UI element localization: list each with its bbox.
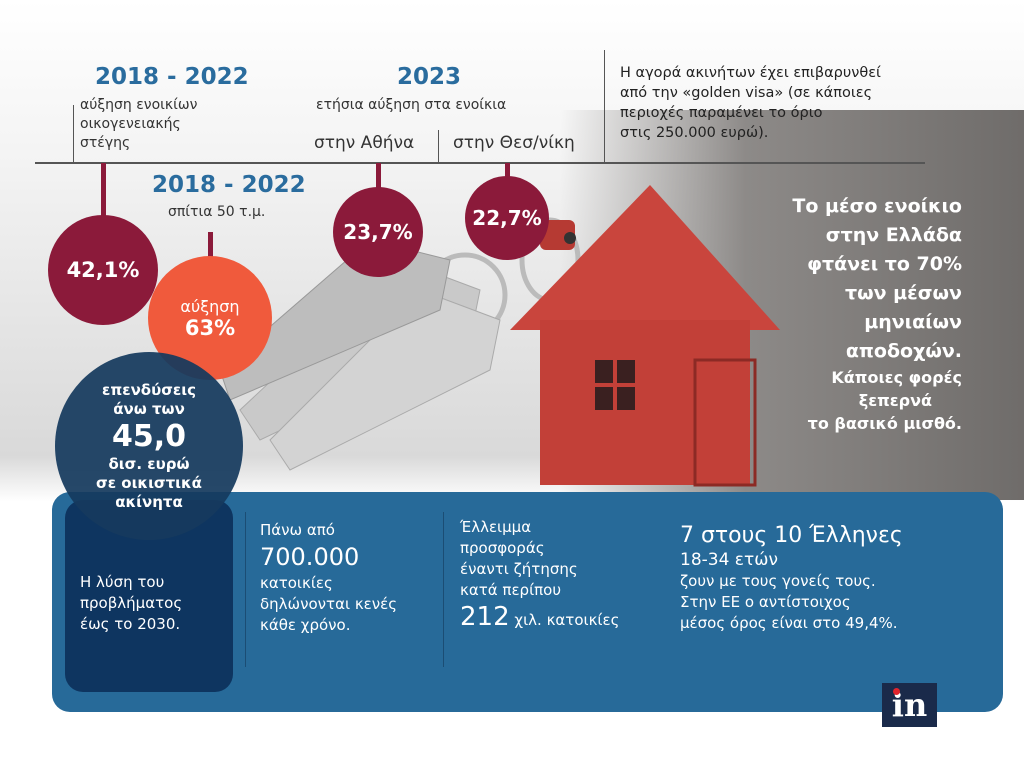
stem <box>376 163 381 190</box>
increase-value: 63% <box>184 315 236 340</box>
keys-icon <box>220 217 581 471</box>
stem <box>505 163 510 179</box>
divider <box>245 512 246 667</box>
deficit-unit: χιλ. κατοικίες <box>514 611 620 629</box>
deficit-value: 212 <box>460 602 510 632</box>
label-line: στέγης <box>80 135 131 151</box>
logo-dot <box>893 688 900 695</box>
investment-value: 45,0 <box>111 418 187 454</box>
vacant-homes: Πάνω από 700.000 κατοικίες δηλώνονται κε… <box>260 520 397 636</box>
headline-sub-line: το βασικό μισθό. <box>807 414 962 433</box>
note-line: από την «golden visa» (σε κάποιες <box>620 85 873 101</box>
in-logo: in <box>882 683 937 727</box>
headline-line: Το μέσο ενοίκιο <box>792 195 962 217</box>
text-line: προβλήματος <box>80 594 183 612</box>
divider <box>73 105 74 163</box>
investment-line: δισ. ευρώ <box>108 454 190 473</box>
headline-line: στην Ελλάδα <box>825 224 962 246</box>
text-line: έναντι ζήτησης <box>460 560 578 578</box>
label-line: αύξηση ενοικίων <box>80 97 198 113</box>
headline-line: μηνιαίων <box>864 311 962 333</box>
headline-sub-line: Κάποιες φορές <box>831 368 962 387</box>
note-line: περιοχές παραμένει το όριο <box>620 105 823 121</box>
vacant-value: 700.000 <box>260 543 360 571</box>
athens-circle: 23,7% <box>333 187 423 277</box>
investment-line: επενδύσεις <box>102 380 196 399</box>
text-line: κάθε χρόνο. <box>260 616 351 634</box>
solution-text: Η λύση του προβλήματος έως το 2030. <box>80 572 182 635</box>
stem <box>101 163 106 218</box>
note-line: Η αγορά ακινήτων έχει επιβαρυνθεί <box>620 65 881 81</box>
text-line: Έλλειμμα <box>460 518 532 536</box>
thessaloniki-label: στην Θεσ/νίκη <box>453 133 575 153</box>
text-line: κατά περίπου <box>460 581 562 599</box>
text-line: έως το 2030. <box>80 615 181 633</box>
increase-label: αύξηση <box>180 296 240 316</box>
text-line: κατοικίες <box>260 574 333 592</box>
housing-deficit: Έλλειμμα προσφοράς έναντι ζήτησης κατά π… <box>460 517 619 631</box>
youth-title: 7 στους 10 Έλληνες <box>680 523 903 548</box>
headline-line: αποδοχών. <box>845 340 962 362</box>
athens-label: στην Αθήνα <box>314 133 415 153</box>
thessaloniki-circle: 22,7% <box>465 176 549 260</box>
text-line: ζουν με τους γονείς τους. <box>680 572 876 590</box>
note-line: στις 250.000 ευρώ). <box>620 125 769 141</box>
family-rent-label: αύξηση ενοικίων οικογενειακής στέγης <box>80 96 197 153</box>
investment-line: άνω των <box>113 399 185 418</box>
text-line: προσφοράς <box>460 539 545 557</box>
stem <box>208 232 213 257</box>
text-line: Στην ΕΕ ο αντίστοιχος <box>680 593 851 611</box>
headline-line: των μέσων <box>844 282 962 304</box>
youth-stat: 7 στους 10 Έλληνες 18-34 ετών ζουν με το… <box>680 522 903 634</box>
investment-line: ακίνητα <box>115 492 183 511</box>
youth-age: 18-34 ετών <box>680 550 778 570</box>
text-line: δηλώνονται κενές <box>260 595 398 613</box>
investment-circle: επενδύσεις άνω των 45,0 δισ. ευρώ σε οικ… <box>55 352 243 540</box>
house-keys-illustration <box>220 185 780 487</box>
golden-visa-note: Η αγορά ακινήτων έχει επιβαρυνθεί από τη… <box>620 63 881 143</box>
text-line: Η λύση του <box>80 573 165 591</box>
year-heading: 2023 <box>397 64 462 90</box>
house-icon <box>510 185 780 487</box>
text-line: μέσος όρος είναι στο 49,4%. <box>680 614 898 632</box>
divider <box>438 130 439 163</box>
headline-line: φτάνει το 70% <box>807 253 962 275</box>
headline: Το μέσο ενοίκιο στην Ελλάδα φτάνει το 70… <box>792 192 962 435</box>
timeline-divider <box>35 162 925 164</box>
investment-line: σε οικιστικά <box>96 473 202 492</box>
headline-sub: Κάποιες φορές ξεπερνά το βασικό μισθό. <box>792 366 962 435</box>
label-line: οικογενειακής <box>80 116 181 132</box>
houses-years-heading: 2018 - 2022 <box>152 172 306 198</box>
family-rent-circle: 42,1% <box>48 215 158 325</box>
years-heading: 2018 - 2022 <box>95 64 249 90</box>
divider <box>443 512 444 667</box>
divider <box>604 50 605 163</box>
houses-size-label: σπίτια 50 τ.μ. <box>168 204 266 220</box>
text-line: Πάνω από <box>260 521 335 539</box>
annual-rent-subtitle: ετήσια αύξηση στα ενοίκια <box>316 97 507 113</box>
headline-sub-line: ξεπερνά <box>858 391 932 410</box>
